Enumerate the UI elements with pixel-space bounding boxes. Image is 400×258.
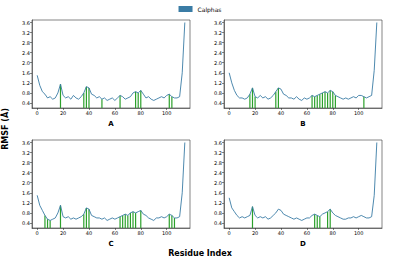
svg-text:0.4: 0.4 [214, 100, 222, 106]
svg-text:3.2: 3.2 [214, 150, 222, 156]
svg-text:2.0: 2.0 [22, 60, 30, 66]
svg-text:3.2: 3.2 [22, 30, 30, 36]
svg-text:40: 40 [278, 110, 284, 116]
svg-text:80: 80 [138, 110, 144, 116]
svg-text:3.6: 3.6 [214, 140, 222, 146]
svg-text:100: 100 [162, 110, 172, 116]
svg-text:40: 40 [86, 110, 92, 116]
svg-text:3.2: 3.2 [214, 30, 222, 36]
svg-text:1.2: 1.2 [22, 200, 30, 206]
svg-text:20: 20 [252, 230, 258, 236]
svg-text:60: 60 [112, 110, 118, 116]
svg-text:C: C [108, 240, 113, 248]
svg-text:B: B [300, 120, 305, 128]
svg-text:0: 0 [36, 110, 39, 116]
svg-text:80: 80 [330, 230, 336, 236]
svg-text:0.8: 0.8 [22, 210, 30, 216]
svg-text:0.4: 0.4 [22, 100, 30, 106]
svg-text:2.0: 2.0 [22, 180, 30, 186]
svg-text:2.4: 2.4 [214, 170, 222, 176]
svg-text:1.2: 1.2 [22, 80, 30, 86]
svg-text:Residue Index: Residue Index [168, 249, 233, 258]
svg-text:100: 100 [354, 110, 364, 116]
svg-text:2.8: 2.8 [22, 160, 30, 166]
svg-text:80: 80 [330, 110, 336, 116]
svg-text:40: 40 [86, 230, 92, 236]
svg-text:2.8: 2.8 [22, 40, 30, 46]
svg-text:2.4: 2.4 [214, 50, 222, 56]
svg-text:3.6: 3.6 [22, 20, 30, 26]
svg-text:0: 0 [36, 230, 39, 236]
svg-text:60: 60 [304, 230, 310, 236]
svg-text:1.2: 1.2 [214, 200, 222, 206]
svg-text:20: 20 [60, 230, 66, 236]
svg-text:20: 20 [252, 110, 258, 116]
svg-text:1.2: 1.2 [214, 80, 222, 86]
svg-text:3.2: 3.2 [22, 150, 30, 156]
svg-text:2.0: 2.0 [214, 180, 222, 186]
svg-text:0.4: 0.4 [22, 220, 30, 226]
svg-text:2.8: 2.8 [214, 160, 222, 166]
svg-text:2.4: 2.4 [22, 50, 30, 56]
svg-text:60: 60 [304, 110, 310, 116]
svg-text:RMSF (Å): RMSF (Å) [0, 108, 10, 150]
svg-text:0: 0 [228, 110, 231, 116]
svg-text:0: 0 [228, 230, 231, 236]
svg-text:1.6: 1.6 [22, 190, 30, 196]
svg-text:80: 80 [138, 230, 144, 236]
svg-text:40: 40 [278, 230, 284, 236]
svg-text:2.0: 2.0 [214, 60, 222, 66]
svg-text:2.8: 2.8 [214, 40, 222, 46]
svg-text:0.8: 0.8 [214, 90, 222, 96]
svg-text:1.6: 1.6 [214, 70, 222, 76]
svg-text:60: 60 [112, 230, 118, 236]
svg-text:100: 100 [162, 230, 172, 236]
svg-text:2.4: 2.4 [22, 170, 30, 176]
svg-text:1.6: 1.6 [214, 190, 222, 196]
svg-text:100: 100 [354, 230, 364, 236]
svg-text:0.8: 0.8 [214, 210, 222, 216]
svg-text:A: A [108, 120, 114, 128]
svg-text:3.6: 3.6 [22, 140, 30, 146]
svg-text:0.4: 0.4 [214, 220, 222, 226]
svg-text:1.6: 1.6 [22, 70, 30, 76]
svg-text:0.8: 0.8 [22, 90, 30, 96]
svg-text:Calphas: Calphas [198, 6, 222, 14]
svg-text:20: 20 [60, 110, 66, 116]
svg-text:D: D [300, 240, 306, 248]
svg-text:3.6: 3.6 [214, 20, 222, 26]
